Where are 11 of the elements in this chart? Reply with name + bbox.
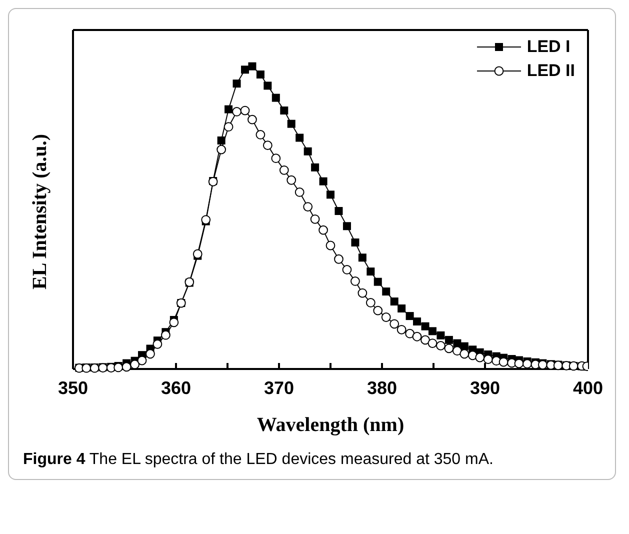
caption: Figure 4 The EL spectra of the LED devices measured at 350 mA. (22, 450, 494, 470)
x-tick-label: 390 (470, 378, 500, 398)
x-axis-title: Wavelength (nm) (256, 414, 404, 436)
legend-label: LED II (526, 61, 575, 81)
legend-label: LED I (526, 37, 570, 57)
y-axis-title: EL Intensity (a.u.) (29, 134, 52, 290)
x-tick-label: 350 (58, 378, 88, 398)
x-tick-label: 380 (366, 378, 398, 398)
x-tick-label: 370 (264, 378, 294, 398)
x-tick-label: 360 (160, 378, 192, 398)
x-tick-label: 400 (572, 378, 604, 398)
